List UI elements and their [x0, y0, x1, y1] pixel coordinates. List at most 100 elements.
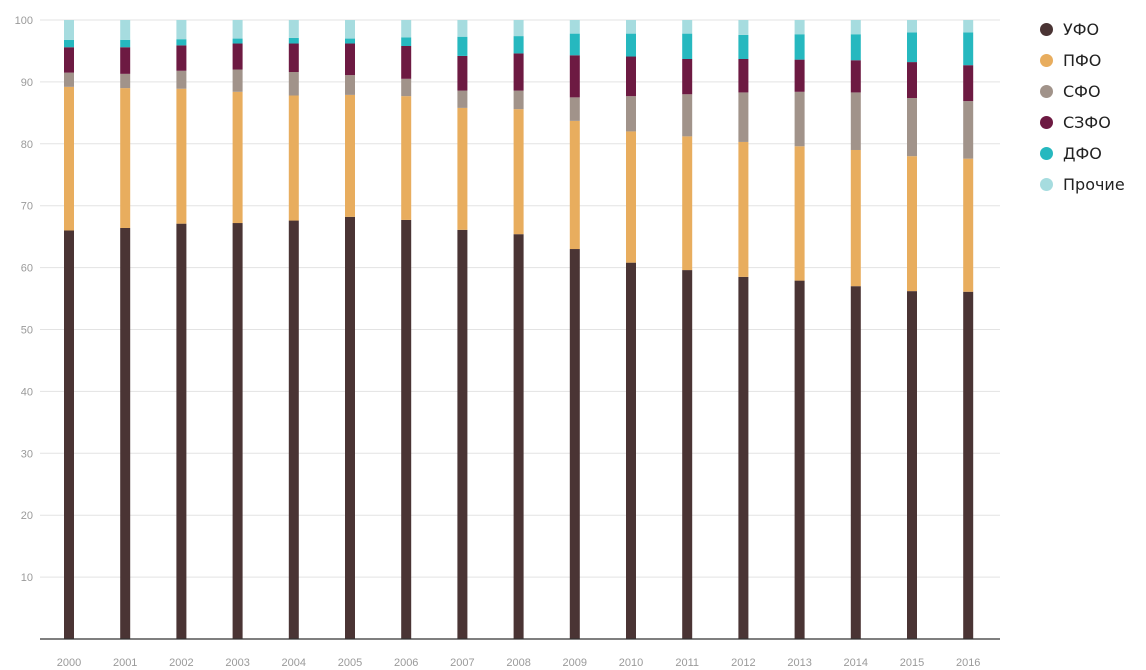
- bar-segment: [907, 97, 917, 157]
- bar-segment: [682, 20, 693, 34]
- bar-segment: [401, 78, 412, 97]
- x-tick-label: 2007: [450, 657, 474, 669]
- bar-segment: [626, 20, 636, 34]
- y-tick-labels: 10 20 30 40 50 60 70 80 90 100: [15, 15, 33, 584]
- bar-segment: [288, 43, 299, 72]
- bar-segment: [513, 90, 524, 110]
- bar-segment: [626, 131, 636, 263]
- legend-swatch: [1040, 54, 1053, 67]
- bar-segment: [963, 20, 974, 33]
- bar-segment: [232, 43, 243, 70]
- bar-segment: [569, 20, 580, 34]
- bar-segment: [738, 58, 749, 93]
- legend-item: ДФО: [1040, 138, 1125, 169]
- bar-segment: [794, 59, 805, 92]
- bar-segment: [345, 20, 355, 39]
- bar-segment: [345, 75, 355, 95]
- bar-segment: [569, 249, 580, 639]
- bar-segment: [64, 20, 74, 40]
- legend-swatch: [1040, 178, 1053, 191]
- y-tick-label: 10: [21, 572, 33, 584]
- bar-segment: [176, 20, 187, 40]
- bar-segment: [120, 20, 131, 40]
- bar-segment: [682, 94, 693, 137]
- x-tick-label: 2000: [57, 657, 81, 669]
- x-tick-label: 2001: [113, 657, 137, 669]
- x-tick-labels: 2000 2001 2002 2003 2004 2005 2006 2007 2008 2009…: [57, 657, 981, 669]
- x-tick-label: 2011: [675, 657, 699, 669]
- legend: УФО ПФО СФО СЗФО ДФО Прочие: [1040, 14, 1125, 200]
- x-tick-label: 2014: [844, 657, 868, 669]
- legend-label: ДФО: [1063, 144, 1102, 163]
- bar-segment: [232, 69, 243, 92]
- x-tick-label: 2013: [787, 657, 811, 669]
- legend-item: СЗФО: [1040, 107, 1125, 138]
- x-tick-label: 2010: [619, 657, 643, 669]
- bar-segment: [682, 33, 693, 59]
- bar-segment: [176, 88, 187, 224]
- x-tick-label: 2002: [169, 657, 193, 669]
- y-tick-label: 90: [21, 77, 33, 89]
- bar-segment: [401, 45, 412, 79]
- x-tick-label: 2006: [394, 657, 418, 669]
- bar-segment: [176, 70, 187, 89]
- bar-segment: [232, 20, 243, 39]
- bar-segment: [64, 39, 74, 48]
- x-tick-label: 2004: [282, 657, 306, 669]
- bar-segment: [626, 262, 636, 639]
- bar-segment: [64, 230, 74, 639]
- bar-segment: [176, 39, 187, 46]
- y-tick-label: 70: [21, 201, 33, 213]
- bar-segment: [738, 20, 749, 35]
- bar-segment: [738, 34, 749, 59]
- bar-segment: [345, 94, 355, 217]
- legend-swatch: [1040, 23, 1053, 36]
- bar-segment: [120, 227, 131, 639]
- bar-segment: [907, 62, 917, 98]
- bar-segment: [963, 158, 974, 292]
- bar-segment: [626, 56, 636, 97]
- bar-segment: [850, 92, 861, 150]
- bar-segment: [963, 291, 974, 639]
- y-tick-label: 100: [15, 15, 33, 27]
- bar-segment: [569, 33, 580, 56]
- bar-segment: [513, 234, 524, 639]
- bar-segment: [457, 20, 468, 37]
- x-tick-label: 2005: [338, 657, 362, 669]
- bar-segment: [457, 36, 468, 56]
- bar-segment: [457, 90, 468, 108]
- bar-segment: [120, 88, 131, 228]
- bar-segment: [401, 96, 412, 220]
- bar-segment: [850, 286, 861, 639]
- bar-segment: [963, 65, 974, 102]
- bar-segment: [682, 58, 693, 95]
- bar-segment: [120, 39, 131, 48]
- bar-segment: [850, 20, 861, 35]
- bar-segment: [120, 47, 131, 74]
- bar-segment: [176, 223, 187, 639]
- bar-segment: [288, 37, 299, 44]
- y-tick-label: 20: [21, 510, 33, 522]
- bar-segment: [513, 20, 524, 37]
- bar-segment: [907, 156, 917, 292]
- bar-segment: [513, 36, 524, 54]
- bar-segment: [907, 20, 917, 33]
- bar-segment: [850, 60, 861, 93]
- bar-segment: [907, 32, 917, 63]
- legend-swatch: [1040, 116, 1053, 129]
- bar-segment: [794, 280, 805, 639]
- bar-segment: [232, 223, 243, 640]
- bar-segment: [738, 141, 749, 277]
- bar-segment: [569, 55, 580, 98]
- y-tick-label: 50: [21, 325, 33, 337]
- bar-segment: [64, 72, 74, 87]
- bars: [64, 20, 974, 640]
- legend-label: УФО: [1063, 20, 1100, 39]
- x-tick-label: 2015: [900, 657, 924, 669]
- bar-segment: [64, 47, 74, 73]
- bar-segment: [850, 34, 861, 61]
- bar-segment: [569, 120, 580, 250]
- bar-segment: [232, 38, 243, 44]
- bar-segment: [176, 45, 187, 71]
- x-tick-label: 2008: [506, 657, 530, 669]
